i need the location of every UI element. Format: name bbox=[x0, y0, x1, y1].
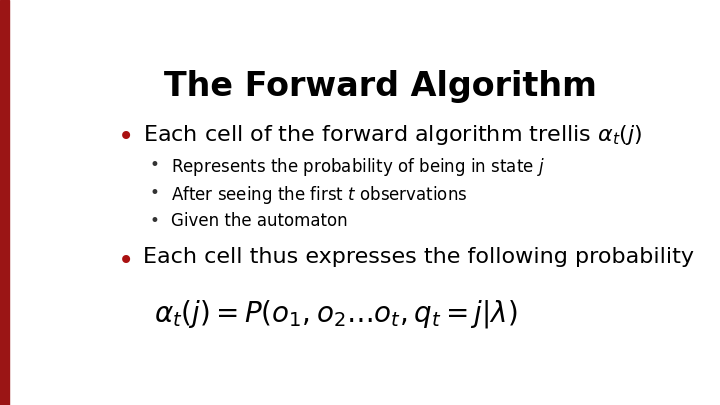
Text: •: • bbox=[149, 212, 159, 230]
Text: •: • bbox=[118, 124, 135, 151]
Text: •: • bbox=[118, 247, 135, 275]
Text: After seeing the first $t$ observations: After seeing the first $t$ observations bbox=[171, 184, 467, 206]
Text: •: • bbox=[149, 156, 159, 174]
Text: Given the automaton: Given the automaton bbox=[171, 212, 348, 230]
Text: $\alpha_t(j) = P(o_1, o_2 \ldots o_t, q_t = j|\lambda)$: $\alpha_t(j) = P(o_1, o_2 \ldots o_t, q_… bbox=[154, 298, 518, 330]
Text: Each cell of the forward algorithm trellis $\alpha_t(j)$: Each cell of the forward algorithm trell… bbox=[143, 124, 642, 147]
Text: •: • bbox=[149, 184, 159, 202]
Text: Represents the probability of being in state $j$: Represents the probability of being in s… bbox=[171, 156, 544, 178]
Text: The Forward Algorithm: The Forward Algorithm bbox=[163, 70, 597, 103]
Text: Each cell thus expresses the following probability: Each cell thus expresses the following p… bbox=[143, 247, 694, 266]
